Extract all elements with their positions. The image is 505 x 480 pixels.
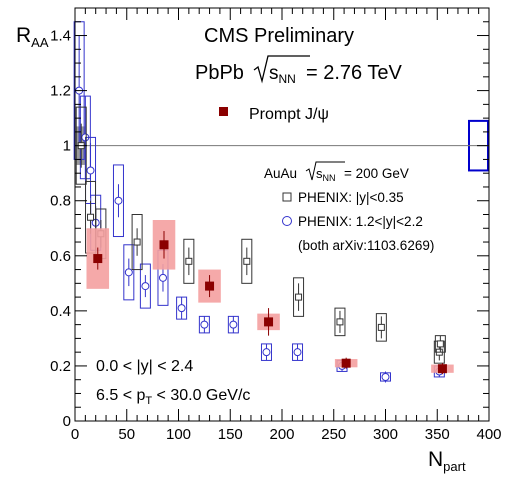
phenix-mid-syst-box-4 [183, 238, 195, 284]
legend-phenix-mid-marker [282, 192, 292, 202]
y-tick-label-6: 1.2 [50, 83, 71, 100]
phenix-header-suffix: = 200 GeV [344, 166, 409, 181]
phenix-mid-syst-box-7 [334, 307, 346, 337]
phenix-fwd-point-14 [381, 372, 390, 381]
cms-point-4 [341, 358, 351, 368]
y-tick-label-7: 1.4 [50, 28, 71, 45]
phenix-mid-point-1 [87, 213, 95, 221]
x-axis-title: Npart [428, 448, 466, 474]
phenix-fwd-point-8 [177, 304, 186, 313]
y-tick-label-1: 0.2 [50, 358, 71, 375]
phenix-mid-point-5 [243, 257, 251, 265]
x-tick-label-5: 250 [321, 426, 346, 443]
cms-point-3 [264, 317, 274, 327]
cut-pt-prefix: 6.5 < p [96, 387, 145, 404]
phenix-fwd-syst-box-4 [112, 164, 124, 238]
x-tick-label-1: 50 [118, 426, 135, 443]
cms-point-2 [205, 281, 215, 291]
phenix-fwd-point-9 [200, 320, 209, 329]
phenix-fwd-point-5 [124, 268, 133, 277]
phenix-header: AuAu sNN = 200 GeV [264, 161, 409, 183]
chart-title: CMS Preliminary [204, 25, 354, 47]
legend-phenix-fwd-marker [282, 216, 292, 226]
phenix-mid-point-3 [133, 238, 141, 246]
system-label: PbPb sNN = 2.76 TeV [195, 55, 402, 86]
x-axis-title-sub: part [443, 459, 466, 474]
cms-point-0 [93, 254, 103, 264]
y-axis-title-main: R [16, 24, 31, 47]
x-tick-label-4: 200 [269, 426, 294, 443]
cms-point-5 [437, 364, 447, 374]
y-axis-title: RAA [16, 24, 49, 50]
legend-cms-label: Prompt J/ψ [249, 106, 329, 123]
phenix-fwd-point-4 [114, 196, 123, 205]
phenix-mid-syst-box-6 [293, 277, 305, 317]
phenix-mid-syst-box-5 [241, 238, 253, 284]
system-sqrt-sign [253, 55, 310, 84]
y-axis-title-sub: AA [31, 35, 49, 50]
cut-pt: 6.5 < pT < 30.0 GeV/c [96, 387, 250, 407]
cut-pt-suffix: < 30.0 GeV/c [152, 387, 250, 404]
y-tick-label-3: 0.6 [50, 248, 71, 265]
phenix-fwd-point-11 [262, 348, 271, 357]
cut-pt-sub: T [145, 395, 152, 407]
legend-phenix-mid-label: PHENIX: |y|<0.35 [298, 190, 404, 205]
phenix-mid-point-6 [295, 293, 303, 301]
x-tick-label-2: 100 [166, 426, 191, 443]
phenix-mid-syst-box-8 [375, 313, 387, 342]
x-tick-label-7: 350 [425, 426, 450, 443]
phenix-mid-point-7 [336, 318, 344, 326]
x-tick-label-6: 300 [373, 426, 398, 443]
phenix-fwd-point-12 [293, 348, 302, 357]
system-prefix: PbPb [195, 62, 244, 84]
x-tick-label-0: 0 [71, 426, 79, 443]
system-sqrt: sNN [269, 63, 296, 86]
phenix-fwd-point-7 [158, 273, 167, 282]
x-axis-title-main: N [428, 448, 443, 471]
phenix-mid-syst-box-3 [131, 214, 143, 271]
phenix-fwd-syst-box-6 [139, 263, 151, 309]
system-sqrt-s: s [269, 63, 279, 84]
phenix-sqrt-s: s [316, 166, 323, 181]
y-tick-label-2: 0.4 [50, 303, 71, 320]
phenix-mid-point-8 [377, 323, 385, 331]
phenix-sqrt: sNN [316, 166, 336, 183]
phenix-fwd-point-2 [86, 166, 95, 175]
y-tick-label-4: 0.8 [50, 193, 71, 210]
phenix-fwd-point-6 [141, 282, 150, 291]
phenix-fwd-syst-box-5 [123, 244, 135, 301]
legend-reference: (both arXiv:1103.6269) [298, 238, 434, 253]
phenix-sqrt-sub: NN [323, 173, 336, 183]
y-tick-label-5: 1 [63, 138, 71, 155]
phenix-fwd-point-10 [229, 320, 238, 329]
cms-point-1 [159, 240, 169, 250]
x-tick-label-3: 150 [218, 426, 243, 443]
legend-phenix-fwd-label: PHENIX: 1.2<|y|<2.2 [298, 214, 423, 229]
phenix-header-prefix: AuAu [264, 166, 297, 181]
plot-layer: 0 50 100 150 200 250 300 350 400 0 0.2 0.4 0.6 0.8 1 1.… [50, 7, 502, 443]
y-tick-label-0: 0 [63, 413, 71, 430]
phenix-sqrt-sign [305, 161, 345, 181]
system-suffix: = 2.76 TeV [306, 62, 402, 84]
phenix-mid-point-10 [436, 340, 444, 348]
phenix-mid-point-4 [185, 257, 193, 265]
legend-cms-marker [219, 107, 228, 116]
x-tick-label-8: 400 [476, 426, 501, 443]
system-sqrt-sub: NN [279, 72, 296, 86]
cut-rapidity: 0.0 < |y| < 2.4 [96, 358, 193, 375]
